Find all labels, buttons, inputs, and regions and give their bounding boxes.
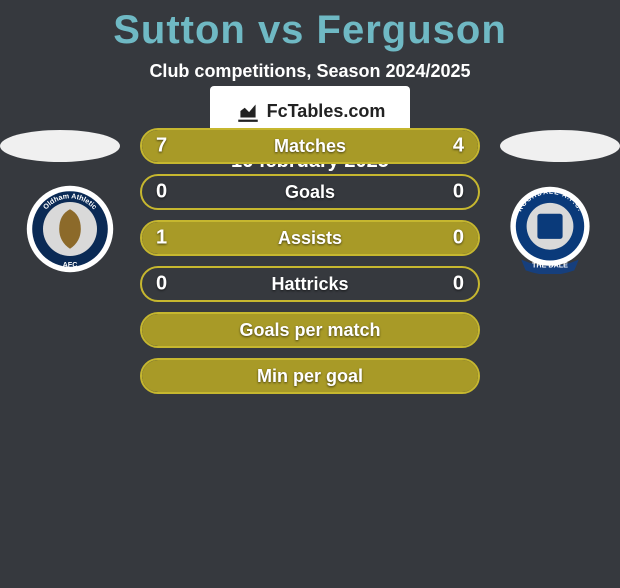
stat-row-hattricks: 0 0 Hattricks — [140, 266, 480, 302]
stat-row-matches: 7 4 Matches — [140, 128, 480, 164]
stats-rows: 7 4 Matches 0 0 Goals 1 0 Assists 0 0 Hattricks Goal… — [140, 128, 480, 404]
player-silhouette-right — [500, 130, 620, 162]
club-crest-left: Oldham Athletic AFC — [20, 184, 120, 274]
stat-label: Matches — [274, 136, 346, 157]
stat-row-goals-per-match: Goals per match — [140, 312, 480, 348]
stat-label: Assists — [278, 228, 342, 249]
subtitle: Club competitions, Season 2024/2025 — [0, 61, 620, 82]
stat-value-left: 0 — [156, 181, 167, 204]
stat-value-left: 1 — [156, 227, 167, 250]
club-crest-right: ROCHDALE A.F.C. THE DALE — [500, 184, 600, 274]
page-title: Sutton vs Ferguson — [0, 8, 620, 53]
stat-row-goals: 0 0 Goals — [140, 174, 480, 210]
stat-label: Min per goal — [257, 366, 363, 387]
chart-icon — [235, 98, 261, 124]
stat-value-left: 0 — [156, 273, 167, 296]
svg-text:AFC: AFC — [63, 260, 78, 269]
stat-value-right: 0 — [453, 227, 464, 250]
svg-text:THE DALE: THE DALE — [532, 261, 568, 270]
stat-value-left: 7 — [156, 135, 167, 158]
stat-label: Goals per match — [239, 320, 380, 341]
stat-row-min-per-goal: Min per goal — [140, 358, 480, 394]
player-silhouette-left — [0, 130, 120, 162]
stat-value-right: 0 — [453, 181, 464, 204]
stat-value-right: 4 — [453, 135, 464, 158]
stat-label: Goals — [285, 182, 335, 203]
stat-row-assists: 1 0 Assists — [140, 220, 480, 256]
stat-value-right: 0 — [453, 273, 464, 296]
brand-text: FcTables.com — [267, 101, 386, 122]
stat-label: Hattricks — [271, 274, 348, 295]
